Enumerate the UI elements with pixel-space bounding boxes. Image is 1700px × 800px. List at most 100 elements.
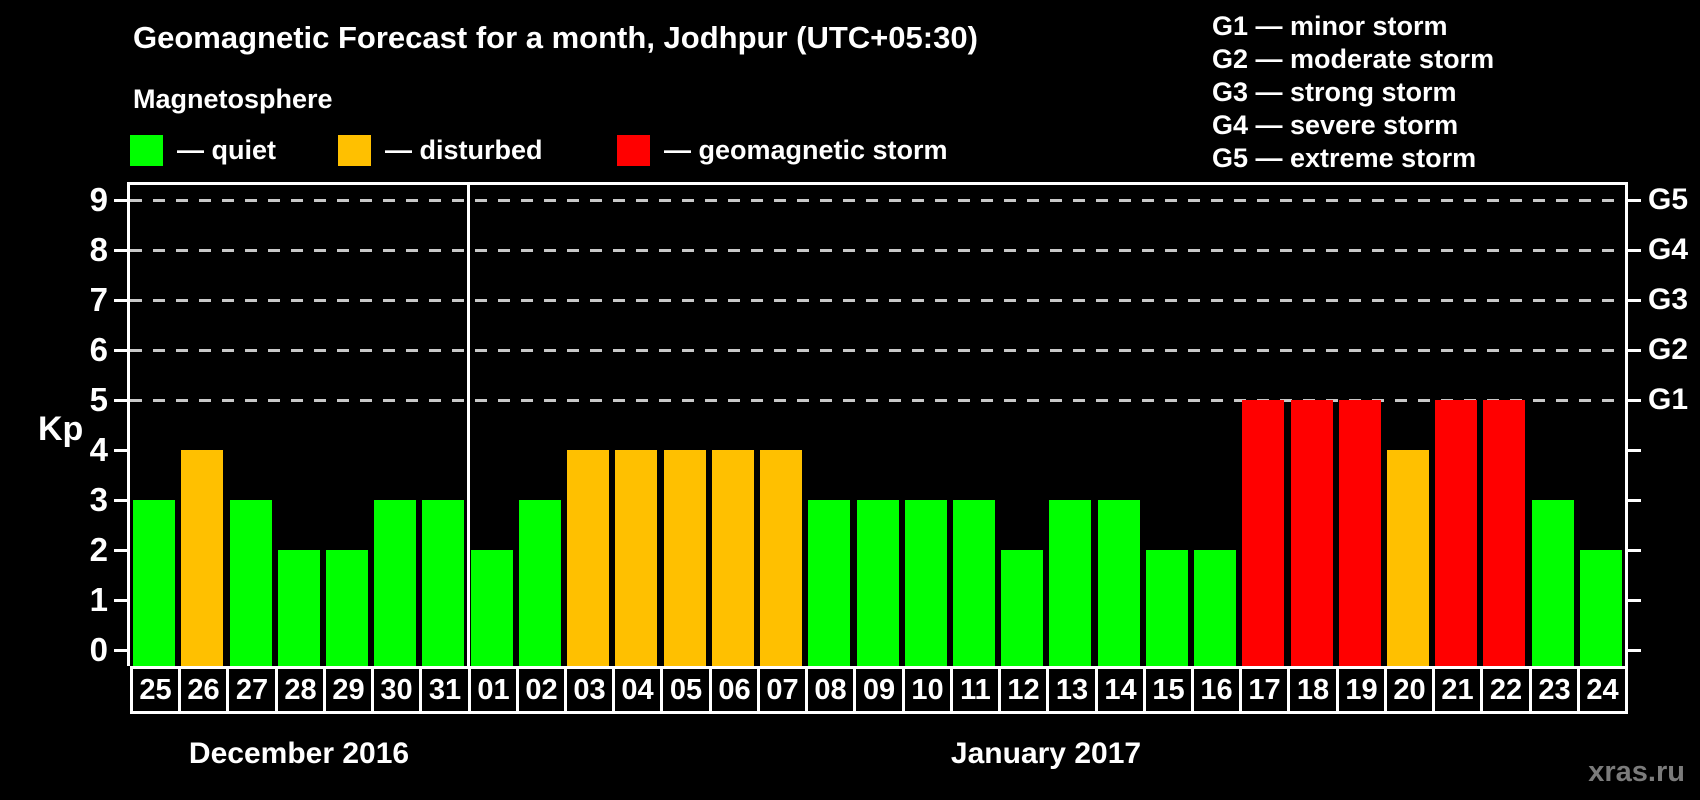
day-label-09: 09 bbox=[853, 666, 905, 714]
kp-bar-31 bbox=[422, 500, 464, 666]
legend-swatch-quiet bbox=[130, 134, 163, 166]
day-label-21: 21 bbox=[1432, 666, 1483, 714]
kp-bar-22 bbox=[1483, 400, 1525, 666]
day-label-02: 02 bbox=[516, 666, 567, 714]
right-tick-3 bbox=[1628, 499, 1641, 502]
kp-bar-20 bbox=[1387, 450, 1429, 666]
day-label-04: 04 bbox=[612, 666, 663, 714]
g-legend-line-g3: G3 — strong storm bbox=[1212, 77, 1457, 107]
g-scale-label-g4: G4 bbox=[1648, 233, 1689, 266]
kp-tick-label-8: 8 bbox=[89, 231, 108, 268]
kp-bar-14 bbox=[1098, 500, 1140, 666]
day-label-27: 27 bbox=[226, 666, 278, 714]
month-divider bbox=[467, 185, 470, 666]
kp-bar-19 bbox=[1339, 400, 1381, 666]
right-tick-9 bbox=[1628, 199, 1641, 202]
legend-label-quiet: — quiet bbox=[177, 134, 276, 165]
g-legend-line-g2: G2 — moderate storm bbox=[1212, 44, 1495, 74]
day-label-22: 22 bbox=[1480, 666, 1532, 714]
gridline-kp5 bbox=[130, 399, 1625, 402]
kp-bar-10 bbox=[905, 500, 947, 666]
left-tick-0 bbox=[114, 649, 127, 652]
day-label-26: 26 bbox=[178, 666, 229, 714]
kp-bar-02 bbox=[519, 500, 561, 666]
gridline-kp6 bbox=[130, 349, 1625, 352]
left-tick-9 bbox=[114, 199, 127, 202]
right-axis-line bbox=[1625, 182, 1628, 666]
legend-item-storm: — geomagnetic storm bbox=[617, 134, 948, 166]
kp-bar-16 bbox=[1194, 550, 1236, 666]
kp-tick-label-2: 2 bbox=[89, 531, 108, 568]
left-tick-3 bbox=[114, 499, 127, 502]
day-label-25: 25 bbox=[130, 666, 181, 714]
legend-item-quiet: — quiet bbox=[130, 134, 276, 166]
day-label-10: 10 bbox=[902, 666, 953, 714]
kp-tick-label-1: 1 bbox=[89, 581, 108, 618]
right-tick-0 bbox=[1628, 649, 1641, 652]
g-legend-line-g1: G1 — minor storm bbox=[1212, 11, 1448, 41]
day-label-30: 30 bbox=[371, 666, 422, 714]
right-tick-7 bbox=[1628, 299, 1641, 302]
month-label-0: December 2016 bbox=[188, 737, 410, 770]
day-label-11: 11 bbox=[950, 666, 1001, 714]
kp-bar-13 bbox=[1049, 500, 1091, 666]
plot-top-border bbox=[127, 182, 1628, 185]
day-label-23: 23 bbox=[1529, 666, 1580, 714]
legend-swatch-storm bbox=[617, 134, 650, 166]
kp-bar-27 bbox=[230, 500, 272, 666]
kp-tick-label-4: 4 bbox=[89, 431, 108, 468]
day-label-07: 07 bbox=[757, 666, 808, 714]
g-legend-line-g5: G5 — extreme storm bbox=[1212, 143, 1477, 173]
kp-bar-05 bbox=[664, 450, 706, 666]
kp-tick-label-7: 7 bbox=[89, 281, 108, 318]
day-label-15: 15 bbox=[1143, 666, 1194, 714]
legend-item-disturbed: — disturbed bbox=[338, 134, 543, 166]
day-label-05: 05 bbox=[660, 666, 712, 714]
day-label-19: 19 bbox=[1336, 666, 1387, 714]
page-title: Geomagnetic Forecast for a month, Jodhpu… bbox=[133, 20, 978, 55]
kp-bar-15 bbox=[1146, 550, 1188, 666]
kp-bar-25 bbox=[133, 500, 175, 666]
kp-bar-07 bbox=[760, 450, 802, 666]
kp-bar-28 bbox=[278, 550, 320, 666]
gridline-kp9 bbox=[130, 199, 1625, 202]
day-label-06: 06 bbox=[709, 666, 760, 714]
day-label-16: 16 bbox=[1191, 666, 1242, 714]
left-tick-7 bbox=[114, 299, 127, 302]
kp-bar-30 bbox=[374, 500, 416, 666]
kp-tick-label-9: 9 bbox=[89, 181, 108, 218]
kp-bar-03 bbox=[567, 450, 609, 666]
kp-bar-21 bbox=[1435, 400, 1477, 666]
kp-tick-label-0: 0 bbox=[89, 631, 108, 668]
gridline-kp7 bbox=[130, 299, 1625, 302]
chart-subtitle: Magnetosphere bbox=[133, 84, 333, 114]
left-tick-6 bbox=[114, 349, 127, 352]
kp-bar-04 bbox=[615, 450, 657, 666]
legend-label-storm: — geomagnetic storm bbox=[664, 134, 948, 165]
g-scale-label-g5: G5 bbox=[1648, 183, 1689, 216]
day-label-29: 29 bbox=[323, 666, 374, 714]
plot-area bbox=[130, 185, 1625, 666]
day-label-14: 14 bbox=[1095, 666, 1146, 714]
kp-bar-12 bbox=[1001, 550, 1043, 666]
g-legend-line-g4: G4 — severe storm bbox=[1212, 110, 1459, 140]
day-label-01: 01 bbox=[468, 666, 519, 714]
kp-tick-label-5: 5 bbox=[89, 381, 108, 418]
left-axis-line bbox=[127, 182, 130, 666]
legend-swatch-disturbed bbox=[338, 134, 371, 166]
kp-bar-23 bbox=[1532, 500, 1574, 666]
day-axis: 25 26 27 28 29 30 31 01 02 03 04 05 06 07 08 09 10 11 12 13… bbox=[130, 666, 1630, 714]
g-scale-legend: G1 — minor storm G2 — moderate storm G3 … bbox=[1212, 10, 1494, 175]
right-tick-4 bbox=[1628, 449, 1641, 452]
day-label-28: 28 bbox=[275, 666, 326, 714]
left-tick-8 bbox=[114, 249, 127, 252]
day-label-12: 12 bbox=[998, 666, 1049, 714]
g-scale-label-g2: G2 bbox=[1648, 333, 1689, 366]
kp-bar-06 bbox=[712, 450, 754, 666]
kp-bar-18 bbox=[1291, 400, 1333, 666]
left-tick-5 bbox=[114, 399, 127, 402]
month-label-1: January 2017 bbox=[950, 737, 1142, 770]
right-tick-5 bbox=[1628, 399, 1641, 402]
kp-bar-17 bbox=[1242, 400, 1284, 666]
